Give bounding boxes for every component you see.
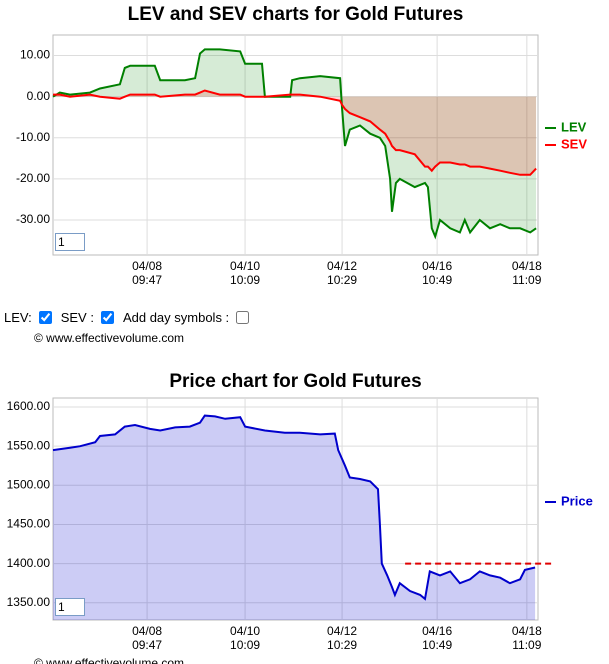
y-tick-label: 1550.00: [7, 438, 51, 452]
y-tick-label: 10.00: [20, 48, 50, 62]
plot: [52, 397, 539, 621]
x-tick-label: 04/08 09:47: [132, 624, 163, 652]
chart-title: LEV and SEV charts for Gold Futures: [128, 4, 464, 25]
control-label: Add day symbols :: [122, 310, 230, 325]
x-tick-label: 04/10 10:09: [230, 259, 261, 287]
controls: LEV: SEV : Add day symbols :: [4, 310, 255, 325]
y-tick-label: -30.00: [16, 212, 50, 226]
copyright: © www.effectivevolume.com: [34, 331, 185, 345]
zoom-input[interactable]: [55, 233, 85, 251]
plot: [52, 34, 539, 256]
x-tick-label: 04/08 09:47: [132, 259, 163, 287]
y-tick-label: -10.00: [16, 130, 50, 144]
area-fill: [53, 415, 536, 620]
checkbox[interactable]: [38, 311, 52, 324]
plot-area: [52, 34, 539, 256]
line-sev: [53, 89, 537, 176]
x-tick-label: 04/12 10:29: [327, 259, 358, 287]
line-price: [52, 414, 536, 601]
line-lev: [52, 48, 537, 240]
x-tick-label: 04/10 10:09: [230, 624, 261, 652]
control-label: LEV:: [4, 310, 32, 325]
legend-label: Price: [561, 493, 593, 508]
plot-area: [52, 397, 539, 621]
y-tick-label: 1400.00: [7, 556, 51, 570]
y-tick-label: 1600.00: [7, 399, 51, 413]
chart-title: Price chart for Gold Futures: [169, 371, 421, 392]
x-tick-label: 04/12 10:29: [327, 624, 358, 652]
legend-label: LEV: [561, 119, 587, 134]
control-label: SEV :: [60, 310, 94, 325]
copyright: © www.effectivevolume.com: [34, 656, 185, 664]
legend-label: SEV: [561, 136, 587, 151]
y-tick-label: 1500.00: [7, 477, 51, 491]
zoom-input[interactable]: [55, 598, 85, 616]
y-tick-label: 1450.00: [7, 517, 51, 531]
x-tick-label: 04/18 11:09: [511, 259, 542, 287]
y-tick-label: 0.00: [27, 89, 51, 103]
x-tick-label: 04/16 10:49: [422, 259, 453, 287]
checkbox[interactable]: [100, 311, 114, 324]
x-tick-label: 04/16 10:49: [422, 624, 453, 652]
y-tick-label: -20.00: [16, 171, 50, 185]
checkbox[interactable]: [236, 311, 250, 324]
x-tick-label: 04/18 11:09: [511, 624, 542, 652]
y-tick-label: 1350.00: [7, 595, 51, 609]
